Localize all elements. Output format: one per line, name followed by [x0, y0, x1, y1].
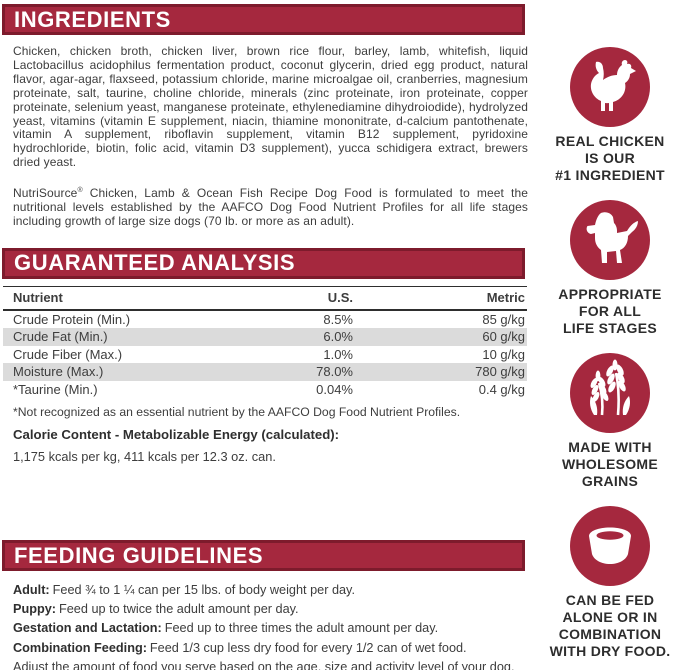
- table-row: Crude Protein (Min.) 8.5% 85 g/kg: [3, 310, 527, 329]
- guaranteed-analysis-header-bar: GUARANTEED ANALYSIS: [2, 247, 525, 279]
- badge-caption-line: ALONE OR IN: [562, 609, 658, 625]
- cell-nutrient: Crude Protein (Min.): [13, 311, 131, 327]
- feeding-rule-combination: Combination Feeding: Feed 1/3 cup less dr…: [13, 640, 528, 655]
- badge-caption-line: LIFE STAGES: [562, 320, 658, 336]
- feeding-rule-text: Feed 1/3 cup less dry food for every 1/2…: [149, 640, 467, 655]
- badge-real-chicken: REAL CHICKEN IS OUR #1 INGREDIENT: [555, 47, 665, 184]
- badge-column: REAL CHICKEN IS OUR #1 INGREDIENT APPROP…: [541, 0, 679, 670]
- feeding-rule-puppy: Puppy: Feed up to twice the adult amount …: [13, 602, 528, 617]
- registered-mark: ®: [77, 187, 83, 195]
- badge-caption-line: COMBINATION: [558, 626, 662, 642]
- cell-nutrient: Crude Fat (Min.): [13, 329, 108, 345]
- col-header-metric: Metric: [353, 285, 527, 311]
- cell-metric: 60 g/kg: [482, 329, 525, 345]
- guaranteed-analysis-title: GUARANTEED ANALYSIS: [14, 250, 296, 276]
- cell-metric: 780 g/kg: [475, 364, 525, 380]
- cell-metric: 85 g/kg: [482, 311, 525, 327]
- feeding-rule-label: Puppy:: [13, 602, 56, 617]
- badge-caption-line: APPROPRIATE: [558, 286, 662, 302]
- feeding-rule-gestation: Gestation and Lactation: Feed up to three…: [13, 620, 528, 635]
- badge-caption-line: FOR ALL: [578, 303, 642, 319]
- cell-us: 0.04%: [316, 381, 353, 397]
- table-row: Crude Fat (Min.) 6.0% 60 g/kg: [3, 328, 527, 346]
- feeding-guidelines-header-bar: FEEDING GUIDELINES: [2, 540, 525, 572]
- calorie-content-heading: Calorie Content - Metabolizable Energy (…: [13, 427, 340, 443]
- cell-metric: 10 g/kg: [482, 346, 525, 362]
- table-row: *Taurine (Min.) 0.04% 0.4 g/kg: [3, 381, 527, 399]
- badge-caption-line: CAN BE FED: [565, 592, 655, 608]
- feeding-guidelines-title: FEEDING GUIDELINES: [14, 542, 264, 568]
- wheat-icon: [570, 353, 650, 433]
- ingredients-header-bar: INGREDIENTS: [2, 4, 525, 35]
- col-header-us: U.S.: [253, 285, 353, 311]
- taurine-footnote: *Not recognized as an essential nutrient…: [13, 405, 461, 420]
- feeding-rule-label: Combination Feeding:: [13, 640, 147, 655]
- badge-caption-line: IS OUR: [584, 150, 635, 166]
- calorie-content-value: 1,175 kcals per kg, 411 kcals per 12.3 o…: [13, 449, 276, 465]
- feeding-rule-text: Feed ¾ to 1 ¼ can per 15 lbs. of body we…: [52, 583, 355, 598]
- feeding-rule-text: Feed up to three times the adult amount …: [164, 620, 439, 635]
- aafco-statement: NutriSource® Chicken, Lamb & Ocean Fish …: [13, 184, 528, 229]
- badge-caption: CAN BE FED ALONE OR IN COMBINATION WITH …: [550, 592, 671, 660]
- dog-icon: [569, 200, 650, 280]
- badge-caption: MADE WITH WHOLESOME GRAINS: [562, 439, 658, 490]
- badge-caption-line: MADE WITH: [568, 439, 652, 455]
- table-row: Crude Fiber (Max.) 1.0% 10 g/kg: [3, 346, 527, 364]
- table-row: Moisture (Max.) 78.0% 780 g/kg: [3, 363, 527, 381]
- cell-us: 8.5%: [323, 311, 353, 327]
- feeding-note: Adjust the amount of food you serve base…: [13, 659, 515, 670]
- aafco-statement-text: Chicken, Lamb & Ocean Fish Recipe Dog Fo…: [13, 186, 528, 228]
- guaranteed-analysis-table: Nutrient U.S. Metric Crude Protein (Min.…: [3, 285, 527, 399]
- cell-nutrient: *Taurine (Min.): [13, 381, 98, 397]
- bowl-icon: [570, 506, 650, 586]
- badge-caption: APPROPRIATE FOR ALL LIFE STAGES: [558, 286, 661, 337]
- chicken-icon: [569, 47, 650, 127]
- feeding-rule-text: Feed up to twice the adult amount per da…: [59, 602, 299, 617]
- cell-us: 1.0%: [323, 346, 353, 362]
- badge-caption: REAL CHICKEN IS OUR #1 INGREDIENT: [555, 133, 665, 184]
- badge-caption-line: REAL CHICKEN: [555, 133, 665, 149]
- feeding-rule-adult: Adult: Feed ¾ to 1 ¼ can per 15 lbs. of b…: [13, 584, 528, 597]
- cell-nutrient: Crude Fiber (Max.): [13, 346, 123, 362]
- badge-combination-feeding: CAN BE FED ALONE OR IN COMBINATION WITH …: [550, 506, 671, 660]
- cell-metric: 0.4 g/kg: [478, 381, 525, 397]
- ingredients-paragraph: Chicken, chicken broth, chicken liver, b…: [13, 44, 528, 170]
- badge-caption-line: GRAINS: [581, 473, 639, 489]
- table-header-row: Nutrient U.S. Metric: [3, 285, 527, 311]
- badge-caption-line: WITH DRY FOOD.: [549, 643, 671, 659]
- col-header-nutrient: Nutrient: [3, 285, 253, 311]
- ingredients-title: INGREDIENTS: [14, 6, 171, 32]
- feeding-rule-label: Adult:: [13, 583, 50, 598]
- label-main-column: INGREDIENTS Chicken, chicken broth, chic…: [2, 4, 528, 670]
- cell-us: 6.0%: [323, 329, 353, 345]
- brand-name: NutriSource: [13, 186, 78, 201]
- feeding-guidelines-text: Adult: Feed ¾ to 1 ¼ can per 15 lbs. of b…: [13, 584, 528, 670]
- cell-us: 78.0%: [316, 364, 353, 380]
- feeding-rule-label: Gestation and Lactation:: [13, 620, 162, 635]
- badge-wholesome-grains: MADE WITH WHOLESOME GRAINS: [562, 353, 658, 490]
- badge-life-stages: APPROPRIATE FOR ALL LIFE STAGES: [558, 200, 661, 337]
- cell-nutrient: Moisture (Max.): [13, 364, 104, 380]
- badge-caption-line: #1 INGREDIENT: [555, 167, 665, 183]
- badge-caption-line: WHOLESOME: [561, 456, 659, 472]
